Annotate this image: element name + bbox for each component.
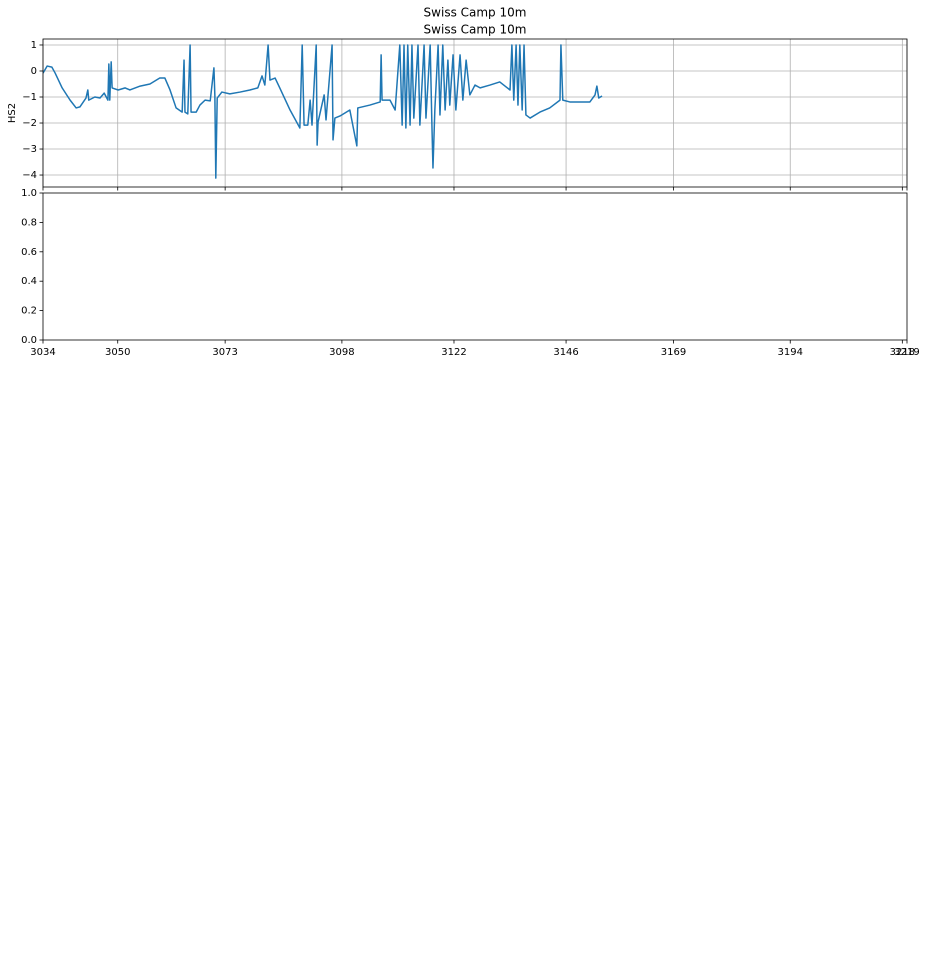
y-tick-label: 0 [31, 66, 37, 77]
x-tick-label: 3194 [778, 347, 803, 358]
x-tick-label: 3218 [890, 347, 915, 358]
x-tick-label: 3050 [105, 347, 130, 358]
y-tick-label: 0.2 [21, 306, 37, 317]
x-tick-label: 3122 [441, 347, 466, 358]
y-tick-label: −3 [22, 144, 37, 155]
data-line [43, 44, 603, 179]
axes-frame [42, 192, 908, 341]
x-tick-label: 3034 [30, 347, 55, 358]
y-axis-label: HS2 [7, 103, 18, 123]
axes-frame [42, 38, 908, 188]
y-tick-label: 0.4 [21, 276, 37, 287]
x-tick-label: 3169 [661, 347, 686, 358]
y-tick-label: 1.0 [21, 188, 37, 199]
x-tick-label: 3073 [212, 347, 237, 358]
y-tick-label: −2 [22, 118, 37, 129]
y-tick-label: 0.6 [21, 247, 37, 258]
x-tick-label: 3098 [329, 347, 354, 358]
y-tick-label: −4 [22, 170, 37, 181]
y-tick-label: 1 [31, 40, 37, 51]
x-tick-label: 3219 [894, 347, 919, 358]
y-tick-label: 0.8 [21, 217, 37, 228]
y-tick-label: 0.0 [21, 335, 37, 346]
y-tick-label: −1 [22, 92, 37, 103]
x-tick-label: 3146 [553, 347, 578, 358]
chart-subtitle: Swiss Camp 10m [424, 23, 527, 37]
chart-title: Swiss Camp 10m [424, 6, 527, 20]
